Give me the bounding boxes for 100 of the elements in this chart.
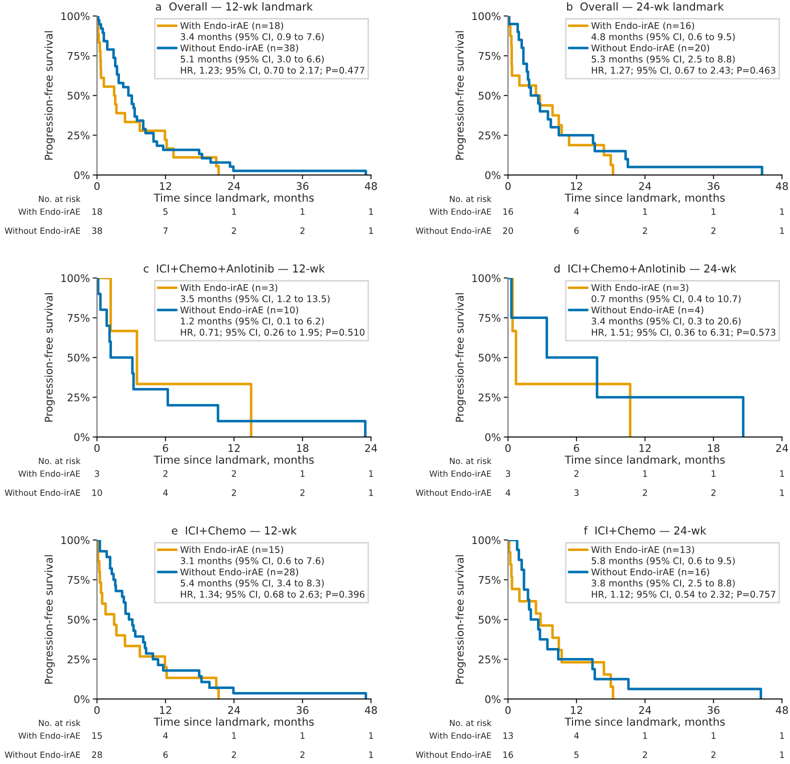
text: 1 <box>232 208 236 215</box>
text: Without Endo-irAE <box>416 489 492 496</box>
y-tick-label: 50% <box>68 354 90 362</box>
text: 2 <box>711 751 716 758</box>
y-tick-label: 50% <box>478 354 500 362</box>
text: 4 <box>163 489 168 496</box>
text: 1 <box>300 732 304 739</box>
legend-label: With Endo-irAE (n=13) <box>591 546 694 554</box>
text: No. at risk <box>450 458 492 464</box>
text: 1 <box>712 208 716 215</box>
legend-label: Without Endo-irAE (n=16) <box>591 568 710 576</box>
text: 1 <box>712 470 716 477</box>
text: 1 <box>300 470 304 477</box>
x-tick-label: 0 <box>94 444 100 452</box>
text: 13 <box>503 732 513 739</box>
text: 1 <box>780 208 784 215</box>
text: 4 <box>574 732 579 739</box>
legend-label: Without Endo-irAE (n=4) <box>591 306 704 314</box>
y-tick-label: 25% <box>68 131 90 140</box>
annotation: 3.5 months (95% CI, 1.2 to 13.5) <box>180 295 330 304</box>
y-axis-title: Progression-free survival <box>456 555 466 684</box>
x-tick-label: 48 <box>776 706 788 714</box>
text: No. at risk <box>450 196 492 202</box>
text: 1 <box>643 732 647 739</box>
y-tick-label: 100% <box>61 12 90 20</box>
text: 1 <box>369 751 373 758</box>
x-tick-label: 24 <box>228 706 240 714</box>
y-axis-title: Progression-free survival <box>44 555 55 684</box>
legend-label: Without Endo-irAE (n=38) <box>180 44 298 52</box>
y-tick-label: 50% <box>68 616 90 624</box>
chart-title: f ICI+Chemo — 24-wk <box>584 526 706 535</box>
x-tick-label: 36 <box>296 706 308 714</box>
text: 1 <box>369 208 373 215</box>
y-tick-label: 100% <box>472 536 500 544</box>
text: 1 <box>780 751 784 758</box>
text: 28 <box>92 751 102 758</box>
y-tick-label: 0% <box>485 433 500 442</box>
x-axis-title: Time since landmark, months <box>154 717 314 727</box>
x-axis-title: Time since landmark, months <box>564 717 725 727</box>
text: With Endo-irAE <box>429 470 492 477</box>
x-tick-label: 24 <box>365 444 378 452</box>
x-axis-title: Time since landmark, months <box>154 455 314 465</box>
text: No. at risk <box>38 196 81 202</box>
text: 38 <box>92 227 102 234</box>
annotation: 5.1 months (95% CI, 3.0 to 6.6) <box>180 55 324 64</box>
legend-label: With Endo-irAE (n=18) <box>180 22 284 30</box>
y-tick-label: 100% <box>61 274 90 282</box>
annotation: 3.1 months (95% CI, 0.6 to 7.6) <box>180 557 324 566</box>
annotation: 4.8 months (95% CI, 0.6 to 9.5) <box>591 33 735 42</box>
y-tick-label: 50% <box>478 92 500 100</box>
annotation: HR, 1.12; 95% CI, 0.54 to 2.32; P=0.757 <box>592 590 776 599</box>
text: 2 <box>163 470 168 477</box>
annotation: HR, 1.23; 95% CI, 0.70 to 2.17; P=0.477 <box>180 66 364 75</box>
text: 2 <box>300 227 304 234</box>
y-axis-title: Progression-free survival <box>44 293 55 422</box>
x-tick-label: 48 <box>364 706 377 714</box>
y-tick-label: 100% <box>472 12 500 20</box>
text: 1 <box>780 489 784 496</box>
text: 1 <box>369 470 373 477</box>
annotation: 5.8 months (95% CI, 0.6 to 9.5) <box>592 557 735 566</box>
text: 16 <box>503 751 514 758</box>
y-tick-label: 75% <box>68 314 90 322</box>
y-tick-label: 0% <box>74 695 90 704</box>
y-tick-label: 0% <box>485 695 500 704</box>
text: 2 <box>642 489 647 496</box>
text: 5 <box>574 751 579 758</box>
text: With Endo-irAE <box>18 732 80 739</box>
y-tick-label: 25% <box>478 393 500 402</box>
x-tick-label: 48 <box>364 182 377 190</box>
text: No. at risk <box>38 458 81 464</box>
x-tick-label: 12 <box>571 182 582 190</box>
x-tick-label: 0 <box>505 182 511 190</box>
text: 1 <box>780 227 784 234</box>
annotation: 5.4 months (95% CI, 3.4 to 8.3) <box>180 579 324 588</box>
text: 2 <box>574 470 578 477</box>
annotation: HR, 0.71; 95% CI, 0.26 to 1.95; P=0.510 <box>180 328 364 337</box>
x-axis-title: Time since landmark, months <box>564 193 725 203</box>
x-tick-label: 24 <box>228 182 240 190</box>
x-tick-label: 36 <box>708 706 720 714</box>
text: With Endo-irAE <box>18 208 80 215</box>
annotation: 5.3 months (95% CI, 2.5 to 8.8) <box>592 55 735 64</box>
chart-title: d ICI+Chemo+Anlotinib — 24-wk <box>554 264 736 273</box>
x-tick-label: 6 <box>574 444 580 452</box>
x-tick-label: 12 <box>228 444 240 452</box>
x-tick-label: 12 <box>160 182 172 190</box>
text: 4 <box>574 208 579 215</box>
y-tick-label: 75% <box>478 576 500 584</box>
annotation: HR, 1.51; 95% CI, 0.36 to 6.31; P=0.573 <box>592 328 776 337</box>
text: No. at risk <box>38 720 81 726</box>
legend-label: Without Endo-irAE (n=28) <box>180 568 298 576</box>
chart-title: b Overall — 24-wk landmark <box>567 2 724 11</box>
text: 10 <box>92 489 102 496</box>
text: 2 <box>642 751 647 758</box>
text: Without Endo-irAE <box>4 489 80 496</box>
text: 3 <box>574 489 579 496</box>
text: 1 <box>712 732 716 739</box>
annotation: 0.7 months (95% CI, 0.4 to 10.7) <box>592 295 741 304</box>
text: 1 <box>369 489 373 496</box>
y-axis-title: Progression-free survival <box>44 31 55 160</box>
text: 2 <box>232 751 236 758</box>
